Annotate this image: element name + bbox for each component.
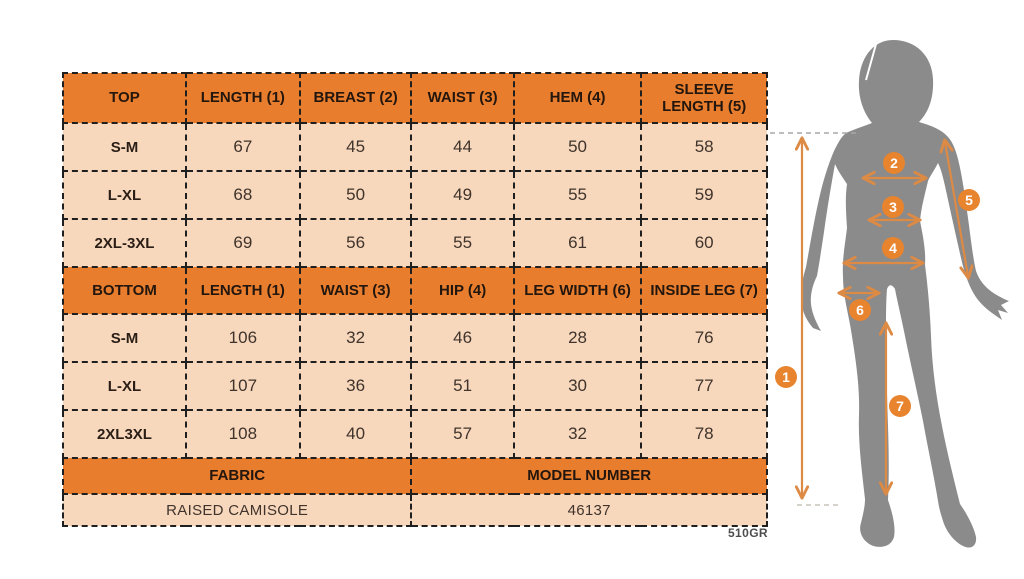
header-hem-4: HEM (4) xyxy=(512,72,643,124)
value-cell: 55 xyxy=(410,218,515,268)
arrow-sleeve xyxy=(945,142,968,276)
model-number-label: MODEL NUMBER xyxy=(410,457,768,495)
model-number-value: 46137 xyxy=(410,493,768,527)
value-cell: 57 xyxy=(410,409,515,459)
value-cell: 76 xyxy=(640,313,768,363)
value-cell: 32 xyxy=(298,313,413,363)
table-row: S-M 67 45 44 50 58 xyxy=(62,122,768,172)
header-leg-width-6: LEG WIDTH (6) xyxy=(512,266,643,315)
footnote-code: 510GR xyxy=(727,526,768,540)
value-cell: 108 xyxy=(184,409,301,459)
marker-3-circle xyxy=(882,196,904,218)
value-cell: 68 xyxy=(184,170,301,220)
header-waist-3: WAIST (3) xyxy=(298,266,413,315)
female-silhouette xyxy=(801,40,1009,548)
table-row: L-XL 68 50 49 55 59 xyxy=(62,170,768,220)
value-cell: 36 xyxy=(298,361,413,411)
bottom-header-row: BOTTOM LENGTH (1) WAIST (3) HIP (4) LEG … xyxy=(62,266,768,315)
fabric-value: RAISED CAMISOLE xyxy=(61,493,413,527)
value-cell: 28 xyxy=(512,313,643,363)
header-length-1: LENGTH (1) xyxy=(184,266,301,315)
value-cell: 78 xyxy=(640,409,768,459)
marker-2-circle xyxy=(883,152,905,174)
top-header-row: TOP LENGTH (1) BREAST (2) WAIST (3) HEM … xyxy=(62,72,768,124)
size-cell: L-XL xyxy=(62,361,187,411)
value-cell: 67 xyxy=(184,122,301,172)
table-row: 2XL3XL 108 40 57 32 78 xyxy=(62,409,768,459)
size-cell: S-M xyxy=(62,313,187,363)
marker-1-label: 1 xyxy=(782,369,790,385)
value-cell: 61 xyxy=(512,218,643,268)
marker-1-circle xyxy=(775,366,797,388)
value-cell: 32 xyxy=(512,409,643,459)
marker-3-label: 3 xyxy=(889,199,897,215)
marker-7-label: 7 xyxy=(896,398,904,414)
marker-2-label: 2 xyxy=(890,155,898,171)
header-waist-3: WAIST (3) xyxy=(410,72,515,124)
header-hip-4: HIP (4) xyxy=(410,266,515,315)
value-cell: 60 xyxy=(640,218,768,268)
value-cell: 51 xyxy=(410,361,515,411)
value-cell: 49 xyxy=(410,170,515,220)
value-cell: 58 xyxy=(640,122,768,172)
value-cell: 46 xyxy=(410,313,515,363)
value-cell: 69 xyxy=(184,218,301,268)
value-cell: 55 xyxy=(512,170,643,220)
fabric-label: FABRIC xyxy=(61,457,413,495)
value-cell: 45 xyxy=(298,122,413,172)
info-value-row: RAISED CAMISOLE 46137 xyxy=(61,493,768,527)
marker-4-label: 4 xyxy=(889,240,897,256)
value-cell: 30 xyxy=(512,361,643,411)
size-chart-table: TOP LENGTH (1) BREAST (2) WAIST (3) HEM … xyxy=(61,72,768,527)
marker-6-circle xyxy=(849,299,871,321)
table-row: L-XL 107 36 51 30 77 xyxy=(62,361,768,411)
size-cell: 2XL3XL xyxy=(62,409,187,459)
marker-7-circle xyxy=(889,395,911,417)
value-cell: 40 xyxy=(298,409,413,459)
value-cell: 59 xyxy=(640,170,768,220)
marker-5-label: 5 xyxy=(965,192,973,208)
marker-5-circle xyxy=(958,189,980,211)
header-bottom: BOTTOM xyxy=(62,266,187,315)
marker-6-label: 6 xyxy=(856,302,864,318)
size-cell: L-XL xyxy=(62,170,187,220)
size-cell: 2XL-3XL xyxy=(62,218,187,268)
size-cell: S-M xyxy=(62,122,187,172)
header-top: TOP xyxy=(62,72,187,124)
hair-part-line xyxy=(865,36,879,81)
header-length-1: LENGTH (1) xyxy=(184,72,301,124)
table-row: S-M 106 32 46 28 76 xyxy=(62,313,768,363)
value-cell: 77 xyxy=(640,361,768,411)
value-cell: 107 xyxy=(184,361,301,411)
info-header-row: FABRIC MODEL NUMBER xyxy=(61,457,768,495)
marker-4-circle xyxy=(882,237,904,259)
header-breast-2: BREAST (2) xyxy=(298,72,413,124)
table-row: 2XL-3XL 69 56 55 61 60 xyxy=(62,218,768,268)
value-cell: 50 xyxy=(512,122,643,172)
measurement-figure: 1 2 3 4 5 6 7 xyxy=(770,36,1009,548)
value-cell: 106 xyxy=(184,313,301,363)
value-cell: 50 xyxy=(298,170,413,220)
header-inside-leg-7: INSIDE LEG (7) xyxy=(640,266,768,315)
header-sleeve-length-5: SLEEVE LENGTH (5) xyxy=(640,72,768,124)
measure-markers: 1 2 3 4 5 6 7 xyxy=(775,152,980,417)
value-cell: 56 xyxy=(298,218,413,268)
value-cell: 44 xyxy=(410,122,515,172)
